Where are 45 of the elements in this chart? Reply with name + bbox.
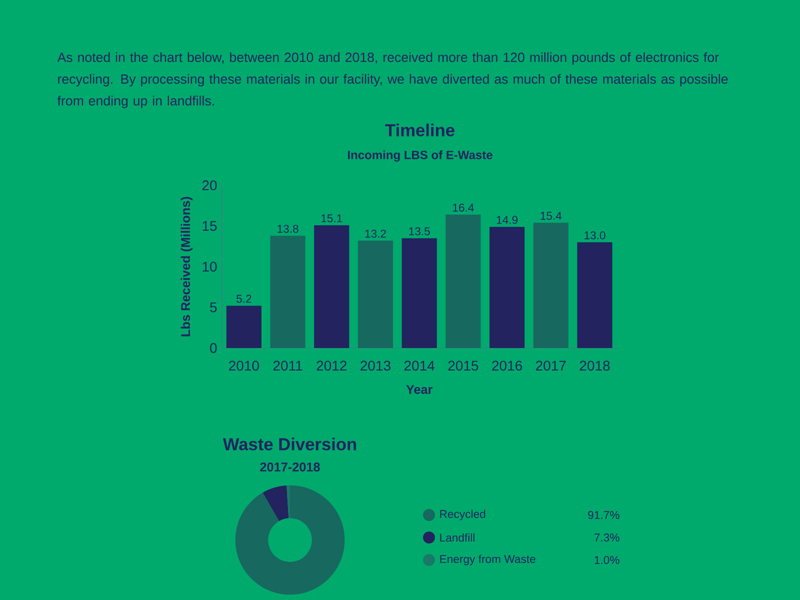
text: As noted in the chart below, between 2010 and 2018, received more than 120 million pounds of electronics for recycling. By processing these materials in our facility, we have diverted as much of these materials as possible from ending up in landfills. [57,52,728,108]
x-tick-label: 2014 [404,360,434,371]
bar [446,214,481,348]
data-label: 13.5 [409,227,430,236]
legend-label: Energy from Waste [440,554,536,566]
data-label: 15.1 [321,214,342,222]
bar [314,225,350,348]
x-tick-label: 2010 [229,360,259,371]
x-tick-label: 2012 [316,360,346,371]
bar [226,306,262,348]
x-tick-label: 2013 [360,360,390,371]
y-tick-label: 10 [202,262,217,272]
x-tick-label: 2016 [492,360,522,371]
data-label: 91.7% [588,511,620,520]
data-label: 15.4 [540,212,562,220]
y-tick-label: 5 [210,302,217,312]
data-label: 13.2 [365,230,386,238]
x-tick-label: 2017 [536,360,566,371]
chart-subtitle: 2017-2018 [260,462,320,472]
data-label: 7.3% [594,534,620,542]
data-label: 13.0 [584,231,606,240]
y-tick-label: 15 [202,221,217,231]
bar [490,226,525,348]
chart-title: Waste Diversion [222,438,356,450]
data-label: 1.0% [594,556,620,564]
y-axis-title: Lbs Received (Millions) [180,196,193,336]
data-label: 14.9 [496,216,518,224]
bar [402,238,437,348]
data-label: 5.2 [236,294,252,303]
data-label: 16.4 [453,204,474,212]
x-axis-title: Year [406,385,433,394]
bar [577,242,612,348]
y-tick-label: 20 [202,180,217,190]
x-tick-label: 2015 [448,360,478,371]
chart-title: Timeline [385,124,454,136]
bar [270,236,306,348]
x-tick-label: 2011 [273,360,302,371]
legend-label: Landfill [440,533,474,542]
legend-label: Recycled [440,510,486,520]
x-tick-label: 2018 [580,360,610,371]
chart-subtitle: Incoming LBS of E-Waste [348,150,492,162]
bar [533,222,568,348]
data-label: 13.8 [278,224,298,233]
y-tick-label: 0 [210,343,217,353]
bar [358,240,394,348]
